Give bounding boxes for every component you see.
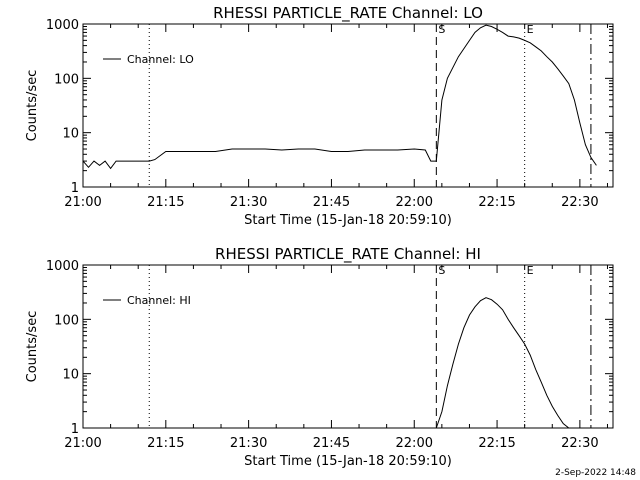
y-axis-label: Counts/sec	[25, 311, 40, 383]
y-tick-label: 100	[54, 313, 79, 328]
x-tick-label: 22:00	[396, 195, 433, 210]
x-tick-label: 22:15	[478, 195, 515, 210]
x-tick-label: 21:00	[64, 436, 101, 451]
plot-frame	[82, 23, 614, 188]
chart-title: RHESSI PARTICLE_RATE Channel: HI	[215, 245, 481, 264]
x-tick-label: 21:30	[230, 195, 267, 210]
footer-timestamp: 2-Sep-2022 14:48	[555, 468, 636, 478]
x-tick-label: 21:15	[147, 195, 184, 210]
y-axis-label: Counts/sec	[25, 70, 40, 142]
x-tick-label: 21:45	[313, 195, 350, 210]
x-tick-label: 22:30	[561, 195, 598, 210]
x-tick-label: 22:15	[478, 436, 515, 451]
y-tick-label: 1	[71, 422, 79, 437]
x-axis-label: Start Time (15-Jan-18 20:59:10)	[244, 213, 452, 228]
time-marker-label: E	[527, 264, 534, 277]
y-tick-label: 1000	[46, 259, 79, 274]
x-tick-label: 22:30	[561, 436, 598, 451]
x-tick-label: 21:45	[313, 436, 350, 451]
legend-label: Channel: LO	[127, 53, 194, 66]
x-axis-label: Start Time (15-Jan-18 20:59:10)	[244, 454, 452, 469]
time-marker-label: E	[527, 23, 534, 36]
time-marker-label: S	[438, 23, 445, 36]
y-tick-label: 1	[71, 181, 79, 196]
y-tick-label: 1000	[46, 18, 79, 33]
y-tick-label: 10	[62, 368, 79, 383]
x-tick-label: 21:00	[64, 195, 101, 210]
time-marker-label: S	[438, 264, 445, 277]
plot-frame	[82, 264, 614, 429]
x-tick-label: 22:00	[396, 436, 433, 451]
y-tick-label: 100	[54, 72, 79, 87]
chart-panel-1: RHESSI PARTICLE_RATE Channel: LO Counts/s…	[25, 4, 614, 228]
x-tick-label: 21:15	[147, 436, 184, 451]
series-line	[435, 297, 570, 429]
x-tick-label: 21:30	[230, 436, 267, 451]
series-line	[82, 24, 597, 170]
legend-label: Channel: HI	[127, 294, 191, 307]
chart-panel-2: RHESSI PARTICLE_RATE Channel: HI Counts/s…	[25, 245, 614, 469]
chart-title: RHESSI PARTICLE_RATE Channel: LO	[213, 4, 483, 23]
y-tick-label: 10	[62, 127, 79, 142]
